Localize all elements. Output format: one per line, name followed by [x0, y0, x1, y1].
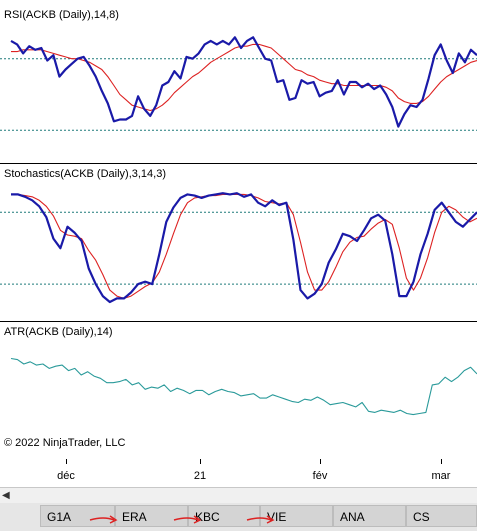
rsi-signal-line	[11, 43, 477, 112]
tab-vie[interactable]: VIE	[260, 505, 333, 527]
copyright-text: © 2022 NinjaTrader, LLC	[4, 437, 126, 449]
red-arrow-icon	[89, 515, 118, 524]
stoch-d-line	[11, 193, 477, 299]
rsi-panel: RSI(ACKB (Daily),14,8)	[0, 5, 477, 164]
rsi-chart	[0, 36, 477, 131]
rsi-line	[10, 36, 477, 128]
horizontal-scrollbar[interactable]: ◀	[0, 487, 477, 504]
x-tick	[320, 459, 321, 464]
red-arrow-icon	[173, 515, 202, 524]
tab-kbc[interactable]: KBC	[188, 505, 260, 527]
atr-panel-label: ATR(ACKB (Daily),14)	[4, 326, 113, 338]
x-tick	[200, 459, 201, 464]
atr-chart	[10, 357, 477, 416]
stoch-k-line	[11, 192, 477, 304]
x-label-fev: fév	[312, 470, 328, 482]
tab-cs[interactable]: CS	[406, 505, 477, 527]
x-tick	[441, 459, 442, 464]
x-axis: déc 21 fév mar	[0, 459, 477, 487]
scroll-left-arrow-icon[interactable]: ◀	[2, 490, 10, 501]
stochastics-panel-label: Stochastics(ACKB (Daily),3,14,3)	[4, 168, 166, 180]
atr-line	[10, 357, 477, 416]
rsi-panel-label: RSI(ACKB (Daily),14,8)	[4, 9, 119, 21]
instrument-tab-bar: G1A ERA KBC VIE ANA CS	[0, 503, 477, 531]
x-label-21: 21	[193, 470, 207, 482]
tab-era[interactable]: ERA	[115, 505, 188, 527]
x-label-mar: mar	[431, 470, 451, 482]
x-tick	[66, 459, 67, 464]
stochastics-chart	[0, 192, 477, 304]
tab-g1a[interactable]: G1A	[40, 505, 115, 527]
x-label-dec: déc	[57, 470, 75, 482]
tab-ana[interactable]: ANA	[333, 505, 406, 527]
red-arrow-icon	[246, 515, 275, 524]
stochastics-panel: Stochastics(ACKB (Daily),3,14,3)	[0, 164, 477, 322]
